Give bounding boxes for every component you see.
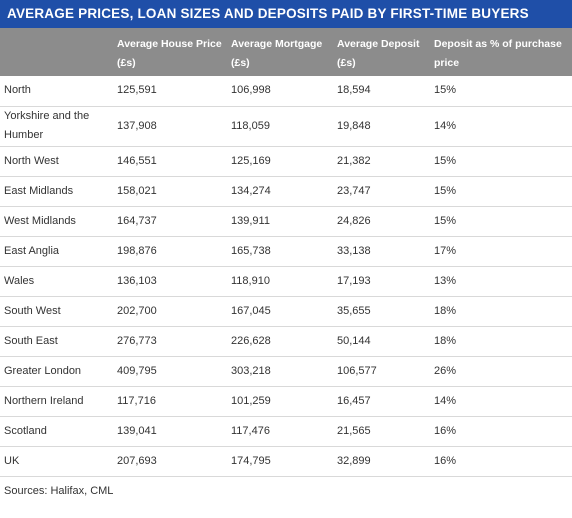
deposit-cell: 24,826: [337, 214, 371, 227]
house-price-cell: 146,551: [117, 154, 157, 167]
deposit-cell: 23,747: [337, 184, 371, 197]
mortgage-cell: 303,218: [231, 364, 271, 377]
mortgage-cell: 118,910: [231, 274, 270, 287]
table-row: North 125,591 106,998 18,594 15%: [0, 76, 572, 106]
deposit-percent-cell: 17%: [434, 244, 457, 257]
table-row: UK 207,693 174,795 32,899 16%: [0, 446, 572, 476]
deposit-cell: 18,594: [337, 84, 371, 97]
deposit-percent-cell: 15%: [434, 214, 457, 227]
table-row: West Midlands 164,737 139,911 24,826 15%: [0, 206, 572, 236]
region-cell: South West: [4, 304, 61, 317]
house-price-cell: 198,876: [117, 244, 157, 257]
header-row: Average House Price (£s) Average Mortgag…: [0, 28, 572, 76]
region-cell: North: [4, 84, 31, 97]
mortgage-cell: 101,259: [231, 394, 271, 407]
header-deposit-percent: Deposit as % of purchase price: [434, 38, 562, 69]
table-row: Wales 136,103 118,910 17,193 13%: [0, 266, 572, 296]
deposit-cell: 19,848: [337, 119, 371, 132]
house-price-cell: 164,737: [117, 214, 157, 227]
deposit-percent-cell: 14%: [434, 119, 457, 132]
mortgage-cell: 165,738: [231, 244, 271, 257]
header-average-mortgage: Average Mortgage (£s): [231, 38, 323, 69]
house-price-cell: 137,908: [117, 119, 157, 132]
region-cell: Scotland: [4, 424, 47, 437]
table-row: Northern Ireland 117,716 101,259 16,457 14%: [0, 386, 572, 416]
deposit-cell: 17,193: [337, 274, 371, 287]
header-region: [0, 28, 113, 76]
table-row: Scotland 139,041 117,476 21,565 16%: [0, 416, 572, 446]
header-average-deposit: Average Deposit (£s): [337, 38, 420, 69]
table-row: South West 202,700 167,045 35,655 18%: [0, 296, 572, 326]
region-cell: Wales: [4, 274, 35, 287]
deposit-percent-cell: 18%: [434, 334, 457, 347]
deposit-cell: 106,577: [337, 364, 377, 377]
table-row: Yorkshire and the Humber 137,908 118,059 19…: [0, 106, 572, 146]
source-note: Sources: Halifax, CML: [4, 484, 114, 497]
deposit-percent-cell: 15%: [434, 154, 457, 167]
mortgage-cell: 226,628: [231, 334, 271, 347]
region-cell: North West: [4, 154, 59, 167]
region-cell: East Anglia: [4, 244, 60, 257]
house-price-cell: 117,716: [117, 394, 156, 407]
region-cell: South East: [4, 334, 58, 347]
region-cell: East Midlands: [4, 184, 74, 197]
mortgage-cell: 117,476: [231, 424, 270, 437]
table-row: East Anglia 198,876 165,738 33,138 17%: [0, 236, 572, 266]
data-table: Average House Price (£s) Average Mortgag…: [0, 28, 572, 506]
mortgage-cell: 167,045: [231, 304, 271, 317]
region-cell: Greater London: [4, 364, 82, 377]
mortgage-cell: 106,998: [231, 84, 271, 97]
deposit-cell: 21,382: [337, 154, 371, 167]
deposit-cell: 33,138: [337, 244, 371, 257]
house-price-cell: 207,693: [117, 454, 157, 467]
table-row: North West 146,551 125,169 21,382 15%: [0, 146, 572, 176]
deposit-percent-cell: 16%: [434, 454, 457, 467]
deposit-cell: 50,144: [337, 334, 371, 347]
header-average-house-price: Average House Price (£s): [117, 38, 222, 69]
region-cell: West Midlands: [4, 214, 76, 227]
source-row: Sources: Halifax, CML: [0, 476, 572, 506]
region-cell: UK: [4, 454, 20, 467]
mortgage-cell: 134,274: [231, 184, 271, 197]
deposit-cell: 35,655: [337, 304, 371, 317]
house-price-cell: 409,795: [117, 364, 157, 377]
region-cell: Northern Ireland: [4, 394, 84, 407]
house-price-cell: 136,103: [117, 274, 157, 287]
table-row: East Midlands 158,021 134,274 23,747 15%: [0, 176, 572, 206]
house-price-cell: 139,041: [117, 424, 157, 437]
region-cell: Yorkshire and the Humber: [4, 110, 90, 141]
mortgage-cell: 174,795: [231, 454, 271, 467]
table-row: South East 276,773 226,628 50,144 18%: [0, 326, 572, 356]
mortgage-cell: 125,169: [231, 154, 271, 167]
house-price-cell: 276,773: [117, 334, 157, 347]
deposit-cell: 16,457: [337, 394, 371, 407]
table-title: AVERAGE PRICES, LOAN SIZES AND DEPOSITS …: [0, 0, 572, 28]
house-price-cell: 202,700: [117, 304, 157, 317]
deposit-percent-cell: 13%: [434, 274, 457, 287]
mortgage-cell: 139,911: [231, 214, 270, 227]
deposit-percent-cell: 26%: [434, 364, 457, 377]
deposit-percent-cell: 15%: [434, 184, 457, 197]
deposit-percent-cell: 15%: [434, 84, 457, 97]
house-price-cell: 125,591: [117, 84, 157, 97]
mortgage-cell: 118,059: [231, 119, 270, 132]
deposit-percent-cell: 18%: [434, 304, 457, 317]
deposit-cell: 21,565: [337, 424, 371, 437]
deposit-cell: 32,899: [337, 454, 371, 467]
deposit-percent-cell: 16%: [434, 424, 457, 437]
house-price-cell: 158,021: [117, 184, 157, 197]
table-row: Greater London 409,795 303,218 106,577 26%: [0, 356, 572, 386]
deposit-percent-cell: 14%: [434, 394, 457, 407]
